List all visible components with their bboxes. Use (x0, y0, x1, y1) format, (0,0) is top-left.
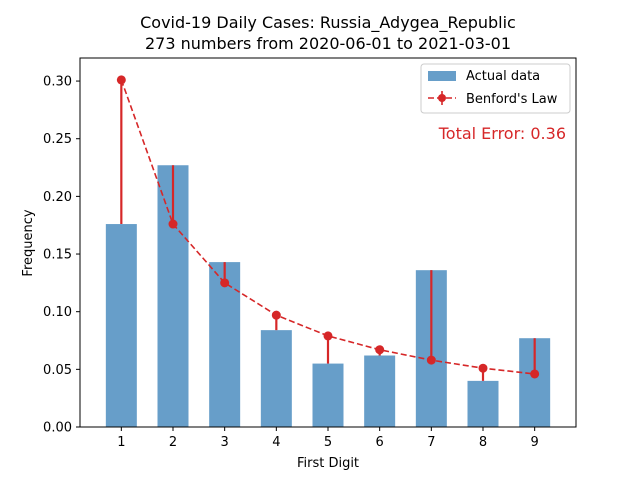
bar-digit-1 (105, 224, 137, 427)
benford-point-digit-3 (220, 278, 230, 288)
legend-swatch-actual (428, 71, 456, 81)
y-tick-label-2: 0.10 (43, 305, 72, 320)
benford-line (120, 79, 535, 375)
x-axis-label: First Digit (297, 456, 359, 471)
y-tick-label-5: 0.25 (43, 132, 72, 147)
x-ticks-layer: 1 2 3 4 5 6 7 8 9 (117, 427, 539, 450)
total-error-annotation: Total Error: 0.36 (438, 124, 566, 143)
benford-point-digit-1 (116, 75, 126, 85)
y-tick-label-0: 0.00 (43, 421, 72, 436)
legend-label-actual: Actual data (466, 69, 540, 84)
legend-box (420, 63, 571, 114)
benford-point-digit-6 (375, 345, 385, 355)
y-tick-label-6: 0.30 (43, 75, 72, 90)
x-tick-label-8: 8 (479, 435, 487, 450)
x-tick-label-2: 2 (169, 435, 177, 450)
bar-digit-8 (467, 380, 499, 427)
y-ticks-layer: 0.00 0.05 0.10 0.15 0.20 0.25 0.30 (43, 75, 80, 436)
y-tick-label-3: 0.15 (43, 248, 72, 263)
y-tick-label-4: 0.20 (43, 190, 72, 205)
benford-point-digit-9 (530, 369, 540, 379)
benford-point-digit-7 (426, 355, 436, 365)
chart-title-line-1: Covid-19 Daily Cases: Russia_Adygea_Repu… (140, 13, 516, 33)
x-tick-label-5: 5 (324, 435, 332, 450)
legend: Actual data Benford's Law (420, 63, 571, 114)
y-axis-label: Frequency (21, 209, 36, 276)
bar-digit-5 (312, 363, 344, 427)
bar-digit-4 (260, 330, 292, 427)
legend-swatch-benford-marker (438, 94, 446, 102)
benford-point-digit-4 (271, 310, 281, 320)
x-tick-label-6: 6 (376, 435, 384, 450)
chart-title-line-2: 273 numbers from 2020-06-01 to 2021-03-0… (145, 34, 511, 53)
x-tick-label-7: 7 (427, 435, 435, 450)
legend-label-benford: Benford's Law (466, 92, 558, 107)
bar-digit-6 (364, 355, 396, 427)
x-tick-label-1: 1 (117, 435, 125, 450)
x-tick-label-9: 9 (531, 435, 539, 450)
y-tick-label-1: 0.05 (43, 363, 72, 378)
benford-points-layer (116, 75, 540, 379)
x-tick-label-3: 3 (221, 435, 229, 450)
x-tick-label-4: 4 (272, 435, 280, 450)
benford-point-digit-8 (478, 363, 488, 373)
benford-point-digit-5 (323, 331, 333, 341)
benford-point-digit-2 (168, 219, 178, 229)
error-lines-layer (120, 79, 536, 381)
